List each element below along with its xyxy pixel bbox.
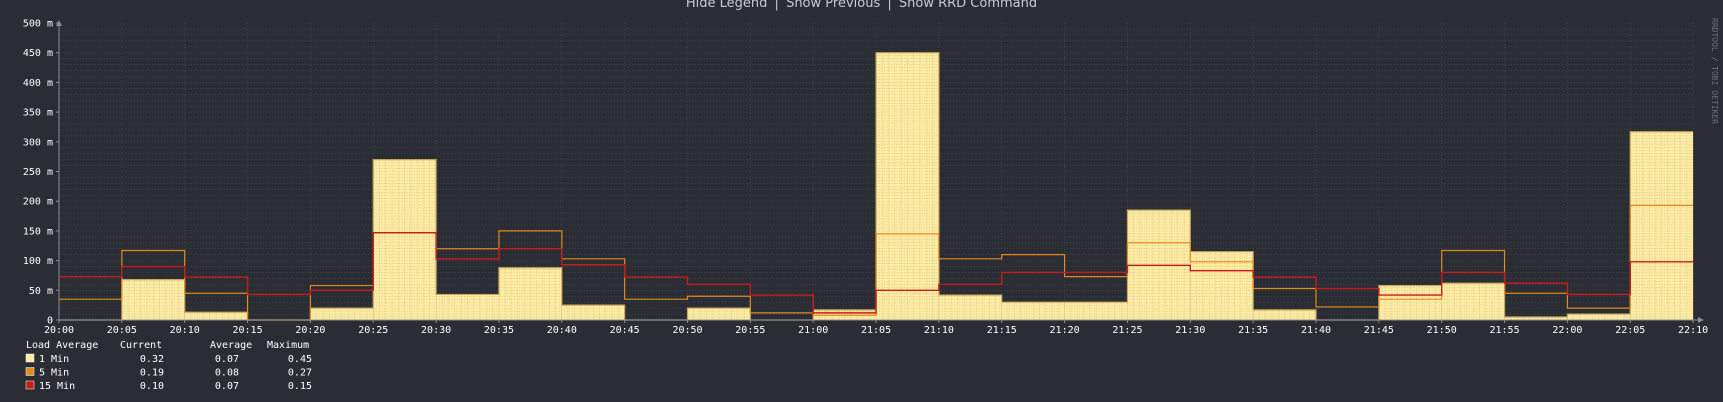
legend-current-value: 0.10 xyxy=(140,381,164,392)
x-tick-label: 21:30 xyxy=(1175,325,1205,336)
legend-maximum-value: 0.27 xyxy=(288,368,312,379)
x-tick-label: 20:15 xyxy=(232,325,262,336)
legend-series-label: 15 Min xyxy=(39,381,75,392)
x-tick-label: 21:25 xyxy=(1112,325,1142,336)
y-tick-label: 0 xyxy=(47,316,53,327)
y-tick-label: 400 m xyxy=(23,78,53,89)
y-tick-label: 250 m xyxy=(23,167,53,178)
one-min-bar xyxy=(1567,314,1631,320)
legend-header-current: Current xyxy=(120,340,162,351)
x-tick-label: 20:05 xyxy=(107,325,137,336)
y-tick-label: 500 m xyxy=(23,19,53,30)
y-tick-label: 150 m xyxy=(23,226,53,237)
legend-maximum-value: 0.45 xyxy=(288,354,312,365)
x-tick-label: 20:30 xyxy=(421,325,451,336)
x-tick-label: 22:10 xyxy=(1678,325,1708,336)
fifteen-min-line xyxy=(59,231,1694,314)
y-tick-label: 100 m xyxy=(23,256,53,267)
show-rrd-command-link[interactable]: Show RRD Command xyxy=(898,0,1038,11)
legend-header-maximum: Maximum xyxy=(267,340,309,351)
legend-average-value: 0.07 xyxy=(215,354,239,365)
x-tick-label: 21:55 xyxy=(1489,325,1519,336)
legend-table: Load Average Current Average Maximum 1 Min 0.… xyxy=(25,340,312,392)
legend-swatch xyxy=(25,380,35,390)
x-tick-label: 21:10 xyxy=(924,325,954,336)
show-previous-link[interactable]: Show Previous xyxy=(786,0,881,11)
hide-legend-link[interactable]: Hide Legend xyxy=(685,0,768,11)
x-tick-label: 21:35 xyxy=(1238,325,1268,336)
x-tick-label: 20:50 xyxy=(672,325,702,336)
x-tick-label: 20:55 xyxy=(735,325,765,336)
link-separator: | xyxy=(887,0,892,11)
five-min-line xyxy=(59,204,1694,321)
x-tick-label: 20:35 xyxy=(484,325,514,336)
x-tick-label: 22:00 xyxy=(1552,325,1582,336)
x-tick-label: 21:20 xyxy=(1050,325,1080,336)
legend-average-value: 0.08 xyxy=(215,368,239,379)
rrdtool-watermark: RRDTOOL / TOBI OETIKER xyxy=(1710,18,1719,124)
legend-average-value: 0.07 xyxy=(215,381,239,392)
x-tick-label: 21:40 xyxy=(1301,325,1331,336)
legend-header-load-average: Load Average xyxy=(26,340,98,351)
legend-header-average: Average xyxy=(210,340,252,351)
x-tick-label: 20:10 xyxy=(170,325,200,336)
one-min-bar xyxy=(1253,309,1316,320)
x-tick-label: 21:45 xyxy=(1364,325,1394,336)
series-lines-layer xyxy=(59,52,1694,321)
y-tick-label: 350 m xyxy=(23,108,53,119)
x-tick-label: 22:05 xyxy=(1615,325,1645,336)
x-tick-label: 20:25 xyxy=(358,325,388,336)
x-tick-label: 20:40 xyxy=(547,325,577,336)
legend-current-value: 0.32 xyxy=(140,354,164,365)
x-tick-label: 21:15 xyxy=(987,325,1017,336)
x-tick-labels: 20:00 20:05 20:10 20:15 20:20 20:25 20:30 20:35… xyxy=(44,320,1708,336)
one-min-bar xyxy=(687,308,751,320)
legend-swatch xyxy=(25,353,35,363)
y-tick-labels: 0 50 m 100 m 150 m 200 m 250 m 300 m 350 m 400 m… xyxy=(23,19,59,327)
y-tick-label: 450 m xyxy=(23,48,53,59)
x-tick-label: 21:00 xyxy=(798,325,828,336)
legend-series-label: 1 Min xyxy=(39,354,69,365)
legend-series-label: 5 Min xyxy=(39,368,69,379)
x-tick-label: 21:05 xyxy=(861,325,891,336)
y-tick-label: 200 m xyxy=(23,197,53,208)
x-tick-label: 20:45 xyxy=(610,325,640,336)
y-tick-label: 300 m xyxy=(23,137,53,148)
x-tick-label: 20:00 xyxy=(44,325,74,336)
x-tick-label: 21:50 xyxy=(1427,325,1457,336)
link-separator: | xyxy=(774,0,779,11)
legend-current-value: 0.19 xyxy=(140,368,164,379)
graph-links: Hide Legend | Show Previous | Show RRD C… xyxy=(0,0,1723,11)
legend-swatch xyxy=(25,367,35,376)
one-min-bar xyxy=(561,305,625,320)
y-tick-label: 50 m xyxy=(29,286,53,297)
legend-maximum-value: 0.15 xyxy=(288,381,312,392)
x-axis-arrow-icon xyxy=(1698,317,1704,323)
x-tick-label: 20:20 xyxy=(295,325,325,336)
